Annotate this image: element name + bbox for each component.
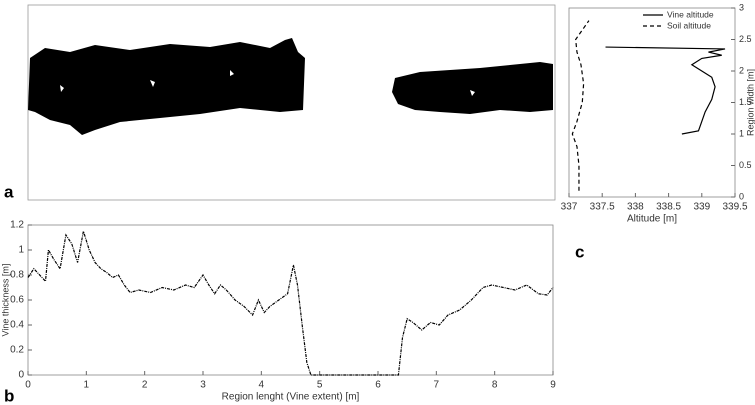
y-tick-label: 2: [739, 65, 744, 75]
x-tick-label: 5: [317, 380, 323, 391]
y-tick-label: 0.8: [10, 270, 24, 281]
x-tick-label: 7: [434, 380, 440, 391]
y-tick-label: 0: [739, 191, 744, 201]
y-tick-label: 1.5: [739, 97, 752, 107]
x-tick-label: 4: [259, 380, 265, 391]
panel-label: c: [575, 242, 584, 261]
x-tick-label: 339: [693, 202, 710, 213]
x-axis-label: Region lenght (Vine extent) [m]: [222, 392, 360, 403]
legend-label: Soil altitude: [667, 20, 711, 30]
x-tick-label: 2: [142, 380, 148, 391]
y-axis-label: Region width [m]: [745, 69, 755, 136]
y-tick-label: 1.2: [10, 220, 24, 231]
x-tick-label: 9: [550, 380, 556, 391]
y-tick-label: 0: [18, 370, 24, 381]
y-tick-label: 0.2: [10, 345, 24, 356]
y-tick-label: 1: [18, 245, 24, 256]
y-tick-label: 3: [739, 2, 744, 12]
image-frame: [27, 4, 556, 201]
panel-label: b: [4, 386, 14, 405]
vine-blob: [392, 62, 553, 114]
y-tick-label: 0.4: [10, 320, 24, 331]
x-tick-label: 3: [200, 380, 206, 391]
x-tick-label: 338: [627, 202, 644, 213]
legend-label: Vine altitude: [667, 9, 714, 19]
x-tick-label: 337.5: [590, 202, 615, 213]
x-tick-label: 339.5: [722, 202, 747, 213]
y-tick-label: 1: [739, 128, 744, 138]
data-line: [27, 231, 554, 376]
x-tick-label: 338.5: [656, 202, 681, 213]
y-tick-label: 2.5: [739, 34, 752, 44]
y-tick-label: 0.5: [739, 160, 752, 170]
data-line: [571, 20, 590, 191]
y-axis-label: Vine thickness [m]: [0, 264, 10, 337]
panel-label: a: [4, 182, 14, 201]
x-tick-label: 337: [561, 202, 578, 213]
x-tick-label: 8: [492, 380, 498, 391]
x-axis-label: Altitude [m]: [627, 214, 677, 225]
axes-frame: [27, 224, 554, 376]
vine-image: [27, 4, 556, 201]
x-tick-label: 6: [375, 380, 381, 391]
y-tick-label: 0.6: [10, 295, 24, 306]
data-line: [605, 46, 726, 135]
x-tick-label: 1: [84, 380, 90, 391]
x-tick-label: 0: [25, 380, 31, 391]
vine-blob: [28, 38, 305, 135]
